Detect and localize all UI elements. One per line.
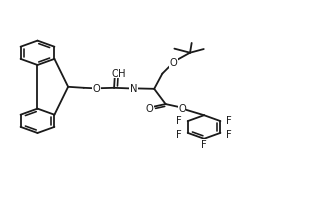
Text: O: O: [145, 103, 153, 113]
Text: N: N: [130, 84, 137, 94]
Text: O: O: [111, 68, 119, 78]
Text: F: F: [176, 129, 182, 139]
Text: F: F: [201, 139, 207, 149]
Text: O: O: [178, 103, 186, 113]
Text: F: F: [176, 116, 182, 126]
Text: F: F: [226, 129, 232, 139]
Text: F: F: [226, 116, 232, 126]
Text: H: H: [118, 68, 126, 78]
Text: O: O: [92, 84, 100, 94]
Text: O: O: [170, 58, 178, 68]
